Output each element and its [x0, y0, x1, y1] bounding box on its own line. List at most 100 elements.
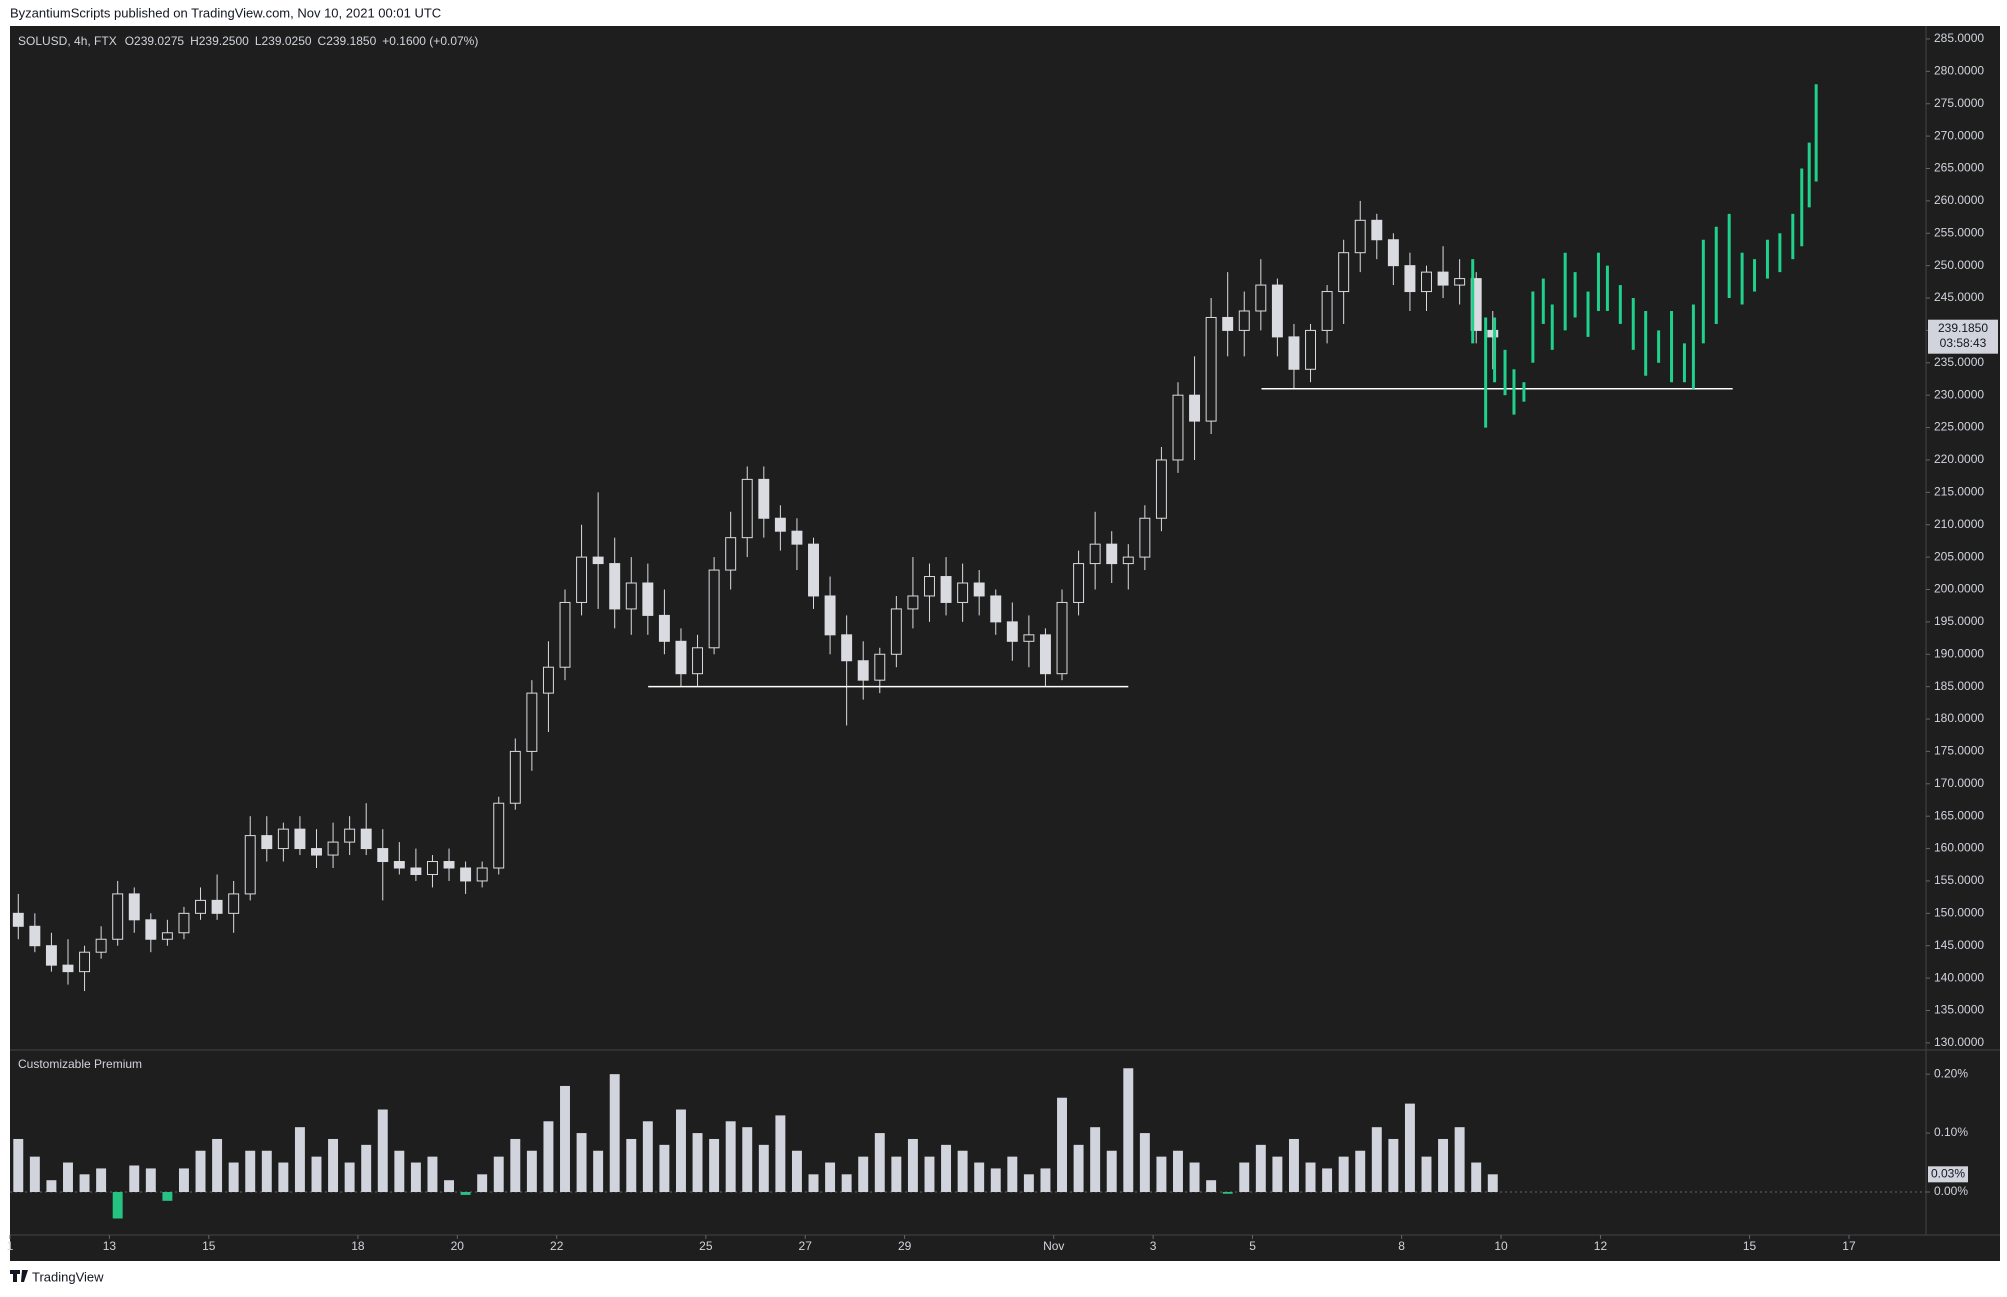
y-tick-label: 170.0000 [1934, 776, 1984, 790]
candle-body [1338, 252, 1350, 293]
premium-bar [1438, 1138, 1449, 1192]
premium-bar [907, 1138, 918, 1192]
y-tick-label: 230.0000 [1934, 387, 1984, 401]
candle-body [1387, 239, 1399, 267]
premium-bar [791, 1150, 802, 1192]
x-tick-label: 18 [351, 1239, 365, 1253]
candle-body [725, 537, 737, 571]
candle-body [1122, 556, 1134, 565]
y-tick-label: 205.0000 [1934, 549, 1984, 563]
premium-bar [1173, 1150, 1183, 1192]
premium-bar [1454, 1127, 1465, 1192]
premium-bar [195, 1150, 206, 1192]
candle-body [228, 893, 240, 914]
premium-bar [245, 1150, 256, 1192]
y-tick-label: 250.0000 [1934, 258, 1984, 272]
premium-bar [29, 1156, 40, 1192]
premium-bar [957, 1150, 968, 1192]
x-tick-label: 27 [799, 1239, 813, 1253]
candle-body [708, 569, 720, 649]
premium-bar [1272, 1156, 1283, 1192]
premium-bar [692, 1133, 703, 1192]
premium-bar [261, 1150, 272, 1192]
x-tick-label: 20 [451, 1239, 465, 1253]
candle-body [1023, 634, 1035, 642]
premium-bar [1322, 1168, 1333, 1192]
premium-bar [1371, 1127, 1382, 1192]
candle-body [1006, 621, 1018, 642]
candle-body [658, 614, 670, 642]
premium-bar [642, 1121, 653, 1192]
premium-bar [1255, 1144, 1266, 1192]
premium-bar [709, 1138, 720, 1192]
premium-bar [1023, 1174, 1034, 1192]
premium-bar [858, 1156, 869, 1192]
premium-bar [924, 1156, 935, 1192]
premium-bar [609, 1074, 620, 1192]
candle-body [1454, 278, 1466, 286]
candle-body [1421, 271, 1432, 293]
y-tick-label: 165.0000 [1934, 808, 1984, 822]
premium-bar [1239, 1162, 1250, 1192]
premium-bar [1388, 1138, 1399, 1192]
candle-body [410, 867, 422, 875]
premium-bar [1139, 1133, 1150, 1192]
candle-body [625, 582, 637, 610]
y-tick-label: 130.0000 [1934, 1035, 1984, 1049]
candle-body [774, 517, 786, 532]
candle-body [890, 608, 902, 655]
premium-bar [79, 1174, 90, 1192]
candle-body [791, 530, 803, 545]
indicator-title: Customizable Premium [18, 1057, 142, 1071]
candle-body [874, 653, 886, 681]
y-tick-label: 195.0000 [1934, 614, 1984, 628]
candle-body [79, 951, 91, 973]
premium-bar [410, 1162, 421, 1192]
premium-bar [427, 1156, 438, 1192]
candle-body [12, 912, 24, 927]
candle-body [1487, 329, 1499, 338]
premium-bar [13, 1138, 24, 1192]
premium-bar [1305, 1162, 1316, 1192]
premium-bar [1487, 1174, 1498, 1192]
y-tick-label: 180.0000 [1934, 711, 1984, 725]
candle-body [377, 848, 389, 863]
premium-bar [162, 1191, 173, 1201]
premium-bar [145, 1168, 156, 1192]
y-tick-label: 280.0000 [1934, 64, 1984, 78]
premium-y-tick-label: 0.20% [1934, 1066, 1968, 1080]
premium-bar [990, 1168, 1001, 1192]
premium-bar [212, 1138, 223, 1192]
y-tick-label: 270.0000 [1934, 128, 1984, 142]
candle-body [1172, 394, 1184, 461]
published-note: ByzantiumScripts published on TradingVie… [10, 5, 441, 20]
y-tick-label: 190.0000 [1934, 646, 1984, 660]
last-price: 239.1850 [1938, 321, 1988, 335]
premium-y-tick-label: 0.00% [1934, 1184, 1968, 1198]
chart-background [10, 26, 2000, 1261]
x-tick-label: 1 [7, 1239, 14, 1253]
premium-bar [1090, 1127, 1101, 1192]
premium-bar [63, 1162, 73, 1192]
candle-body [609, 563, 621, 610]
candle-body [1155, 459, 1167, 519]
y-tick-label: 260.0000 [1934, 193, 1984, 207]
candle-body [592, 556, 604, 565]
candle-body [211, 899, 223, 914]
y-tick-label: 285.0000 [1934, 31, 1984, 45]
x-tick-label: Nov [1043, 1239, 1064, 1253]
y-tick-label: 275.0000 [1934, 96, 1984, 110]
x-tick-label: 25 [699, 1239, 713, 1253]
candle-body [559, 601, 571, 668]
premium-bar [1057, 1097, 1067, 1192]
candle-body [45, 945, 57, 966]
candle-body [393, 861, 405, 869]
candle-body [1238, 310, 1250, 331]
premium-bar [560, 1085, 570, 1192]
last-price-box [1928, 319, 1998, 354]
candle-body [344, 828, 356, 843]
premium-bar [377, 1109, 388, 1192]
brand: TradingView [32, 1269, 104, 1284]
candle-body [161, 932, 173, 940]
